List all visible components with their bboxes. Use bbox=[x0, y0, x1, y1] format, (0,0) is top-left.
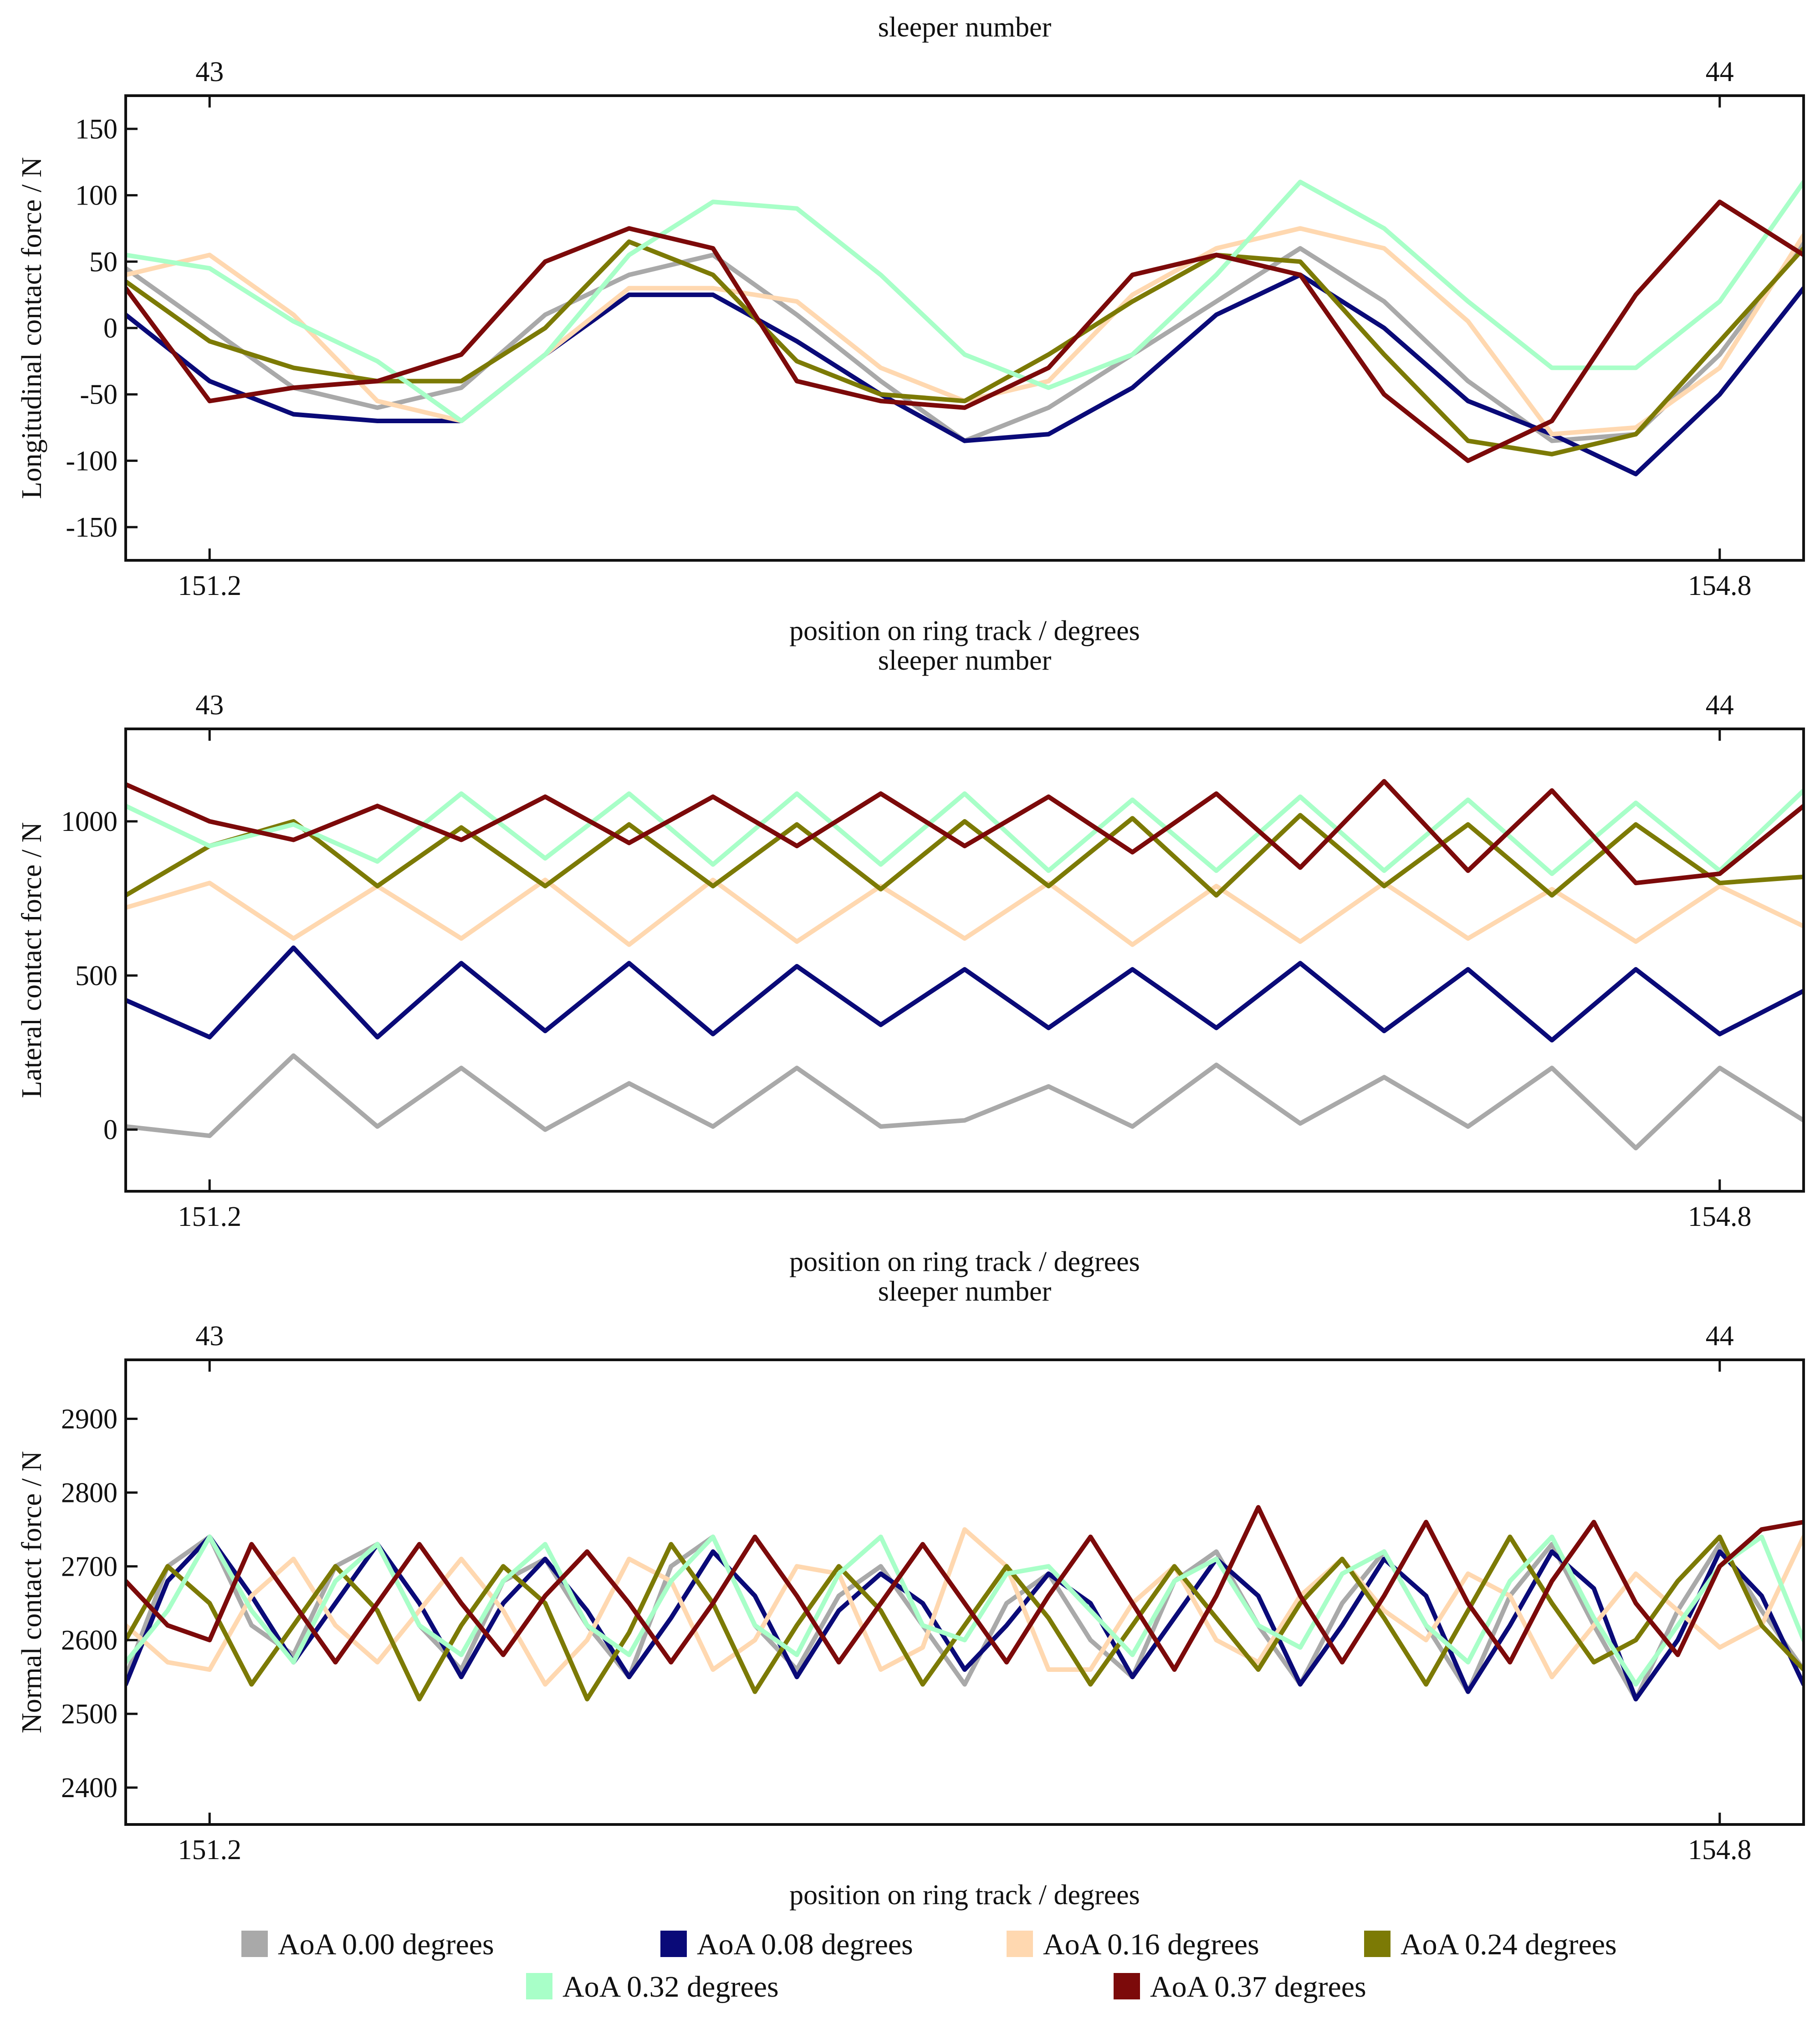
x-tick-label: 154.8 bbox=[1688, 570, 1752, 601]
legend-swatch bbox=[1007, 1931, 1033, 1957]
top-x-tick-label: 44 bbox=[1706, 56, 1734, 87]
series-line-aoa-0-08-degrees bbox=[126, 1534, 1804, 1701]
y-axis-title: Normal contact force / N bbox=[16, 1451, 47, 1733]
legend-item: AoA 0.16 degrees bbox=[1007, 1928, 1259, 1961]
series-line-aoa-0-08-degrees bbox=[126, 272, 1804, 477]
y-tick-label: 1000 bbox=[61, 806, 118, 837]
legend-swatch bbox=[241, 1931, 268, 1957]
x-axis-title: position on ring track / degrees bbox=[789, 615, 1140, 646]
panel-normal: 2400 2500 2600 2700 2800 2900 151.2 154.8 43 44 po… bbox=[16, 1276, 1805, 1911]
y-tick-label: 0 bbox=[103, 313, 118, 344]
legend-label: AoA 0.00 degrees bbox=[278, 1928, 494, 1961]
y-tick-label: 150 bbox=[75, 114, 118, 145]
series-line-aoa-0-00-degrees bbox=[126, 239, 1804, 443]
series-line-aoa-0-16-degrees bbox=[126, 877, 1804, 947]
legend-label: AoA 0.32 degrees bbox=[562, 1970, 779, 2004]
y-tick-label: 0 bbox=[103, 1115, 118, 1146]
series-line-aoa-0-37-degrees bbox=[126, 779, 1804, 886]
legend-swatch bbox=[660, 1931, 687, 1957]
series-line-aoa-0-37-degrees bbox=[126, 1505, 1804, 1672]
panel-lateral: 0 500 1000 151.2 154.8 43 44 position on ring t… bbox=[16, 645, 1805, 1277]
series-group bbox=[126, 179, 1804, 477]
legend-swatch bbox=[1114, 1973, 1140, 1999]
legend-item: AoA 0.37 degrees bbox=[1114, 1970, 1366, 2004]
legend-label: AoA 0.37 degrees bbox=[1150, 1970, 1366, 2004]
legend-item: AoA 0.32 degrees bbox=[526, 1970, 779, 2004]
y-axis-title: Lateral contact force / N bbox=[16, 822, 47, 1098]
panel-longitudinal: -150 -100 -50 0 50 100 150 151.2 154.8 43 44 positi… bbox=[16, 12, 1805, 646]
legend-swatch bbox=[1364, 1931, 1391, 1957]
series-line-aoa-0-32-degrees bbox=[126, 788, 1804, 876]
top-axis-title: sleeper number bbox=[878, 12, 1052, 43]
plot-frame bbox=[124, 728, 1805, 1193]
y-tick-label: 2700 bbox=[61, 1551, 118, 1582]
top-x-tick-label: 43 bbox=[195, 1321, 224, 1352]
panels: -150 -100 -50 0 50 100 150 151.2 154.8 43 44 positi… bbox=[16, 12, 1805, 1911]
series-line-aoa-0-32-degrees bbox=[126, 1534, 1804, 1687]
top-x-tick-label: 44 bbox=[1706, 1321, 1734, 1352]
y-tick-label: 2500 bbox=[61, 1699, 118, 1730]
legend-label: AoA 0.16 degrees bbox=[1043, 1928, 1259, 1961]
x-axis-title: position on ring track / degrees bbox=[789, 1246, 1140, 1277]
series-line-aoa-0-32-degrees bbox=[126, 179, 1804, 423]
legend-item: AoA 0.00 degrees bbox=[241, 1928, 494, 1961]
y-tick-label: 100 bbox=[75, 180, 118, 211]
x-tick-label: 154.8 bbox=[1688, 1201, 1752, 1232]
y-axis-title: Longitudinal contact force / N bbox=[16, 157, 47, 499]
y-tick-label: 2800 bbox=[61, 1477, 118, 1508]
x-axis-title: position on ring track / degrees bbox=[789, 1880, 1140, 1911]
series-line-aoa-0-16-degrees bbox=[126, 226, 1804, 437]
x-tick-label: 151.2 bbox=[178, 570, 241, 601]
series-line-aoa-0-00-degrees bbox=[126, 1053, 1804, 1151]
series-line-aoa-0-08-degrees bbox=[126, 945, 1804, 1043]
series-line-aoa-0-37-degrees bbox=[126, 200, 1804, 463]
plot-frame bbox=[124, 1358, 1805, 1826]
y-tick-label: 2600 bbox=[61, 1625, 118, 1656]
y-tick-label: 500 bbox=[75, 960, 118, 991]
x-tick-label: 151.2 bbox=[178, 1201, 241, 1232]
top-axis-title: sleeper number bbox=[878, 645, 1052, 676]
legend: AoA 0.00 degrees AoA 0.08 degrees AoA 0.16… bbox=[241, 1928, 1617, 2004]
series-group bbox=[126, 779, 1804, 1151]
top-axis-title: sleeper number bbox=[878, 1276, 1052, 1307]
series-line-aoa-0-24-degrees bbox=[126, 1534, 1804, 1701]
series-group bbox=[126, 1505, 1804, 1701]
y-tick-label: -100 bbox=[66, 446, 118, 477]
y-tick-label: 2400 bbox=[61, 1773, 118, 1804]
x-tick-label: 151.2 bbox=[178, 1835, 241, 1865]
plot-frame bbox=[124, 94, 1805, 562]
y-tick-label: -50 bbox=[80, 379, 118, 410]
legend-item: AoA 0.08 degrees bbox=[660, 1928, 913, 1961]
top-x-tick-label: 44 bbox=[1706, 690, 1734, 721]
legend-item: AoA 0.24 degrees bbox=[1364, 1928, 1617, 1961]
series-line-aoa-0-16-degrees bbox=[126, 1527, 1804, 1687]
top-x-tick-label: 43 bbox=[195, 56, 224, 87]
legend-label: AoA 0.08 degrees bbox=[697, 1928, 913, 1961]
y-tick-label: 2900 bbox=[61, 1404, 118, 1435]
legend-label: AoA 0.24 degrees bbox=[1401, 1928, 1617, 1961]
x-tick-label: 154.8 bbox=[1688, 1835, 1752, 1865]
y-tick-label: 50 bbox=[89, 246, 118, 277]
legend-swatch bbox=[526, 1973, 552, 1999]
y-tick-label: -150 bbox=[66, 512, 118, 543]
series-line-aoa-0-24-degrees bbox=[126, 813, 1804, 898]
top-x-tick-label: 43 bbox=[195, 690, 224, 721]
